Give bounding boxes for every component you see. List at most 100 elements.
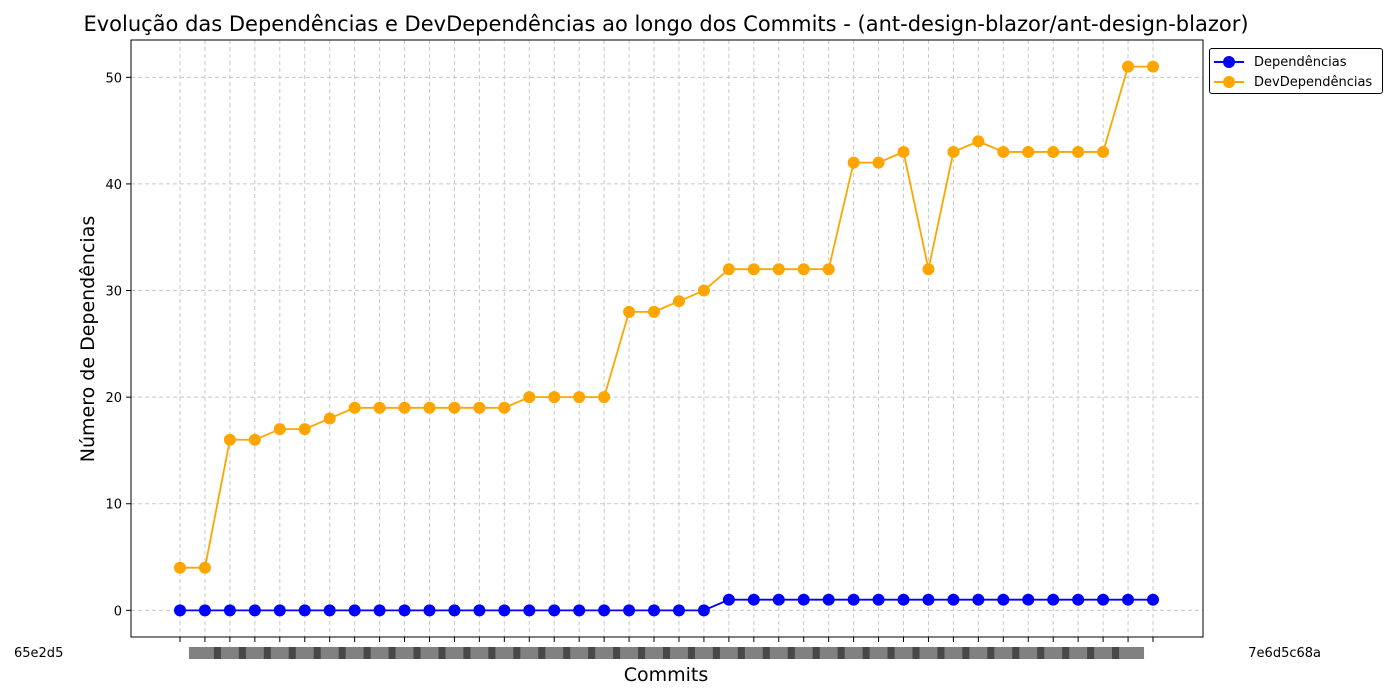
data-point-devdependencias bbox=[473, 401, 486, 414]
legend-item-dependencias: Dependências bbox=[1214, 53, 1347, 71]
data-point-devdependencias bbox=[623, 305, 636, 318]
data-point-dependencias bbox=[822, 593, 835, 606]
x-tick-label-overlap bbox=[338, 647, 371, 659]
x-tick-label-overlap bbox=[488, 647, 521, 659]
x-tick-label-overlap bbox=[613, 647, 646, 659]
data-point-dependencias bbox=[398, 604, 411, 617]
data-point-dependencias bbox=[1047, 593, 1060, 606]
data-point-dependencias bbox=[573, 604, 586, 617]
data-point-dependencias bbox=[473, 604, 486, 617]
data-point-dependencias bbox=[248, 604, 261, 617]
data-point-dependencias bbox=[997, 593, 1010, 606]
y-tick-label: 50 bbox=[105, 71, 122, 86]
data-point-devdependencias bbox=[1097, 145, 1110, 158]
data-point-dependencias bbox=[722, 593, 735, 606]
y-tick-label: 40 bbox=[105, 178, 122, 193]
x-tick-label-overlap bbox=[862, 647, 895, 659]
data-point-devdependencias bbox=[448, 401, 461, 414]
data-point-devdependencias bbox=[398, 401, 411, 414]
x-tick-label-overlap bbox=[538, 647, 571, 659]
data-point-devdependencias bbox=[598, 391, 611, 404]
x-tick-label-overlap bbox=[1062, 647, 1095, 659]
data-point-devdependencias bbox=[772, 263, 785, 276]
data-point-devdependencias bbox=[348, 401, 361, 414]
data-point-dependencias bbox=[1122, 593, 1135, 606]
y-tick-label: 0 bbox=[114, 604, 122, 619]
x-tick-label-overlap bbox=[263, 647, 296, 659]
x-tick-label-overlap bbox=[712, 647, 745, 659]
data-point-devdependencias bbox=[972, 135, 985, 148]
data-point-dependencias bbox=[1147, 593, 1159, 606]
x-tick-label-overlap bbox=[887, 647, 920, 659]
x-tick-label-overlap bbox=[1037, 647, 1070, 659]
data-point-dependencias bbox=[772, 593, 785, 606]
data-point-devdependencias bbox=[1072, 145, 1085, 158]
data-point-devdependencias bbox=[573, 391, 586, 404]
data-point-devdependencias bbox=[1022, 145, 1035, 158]
legend-marker-orange bbox=[1214, 73, 1244, 91]
legend-item-devdependencias: DevDependências bbox=[1214, 73, 1372, 91]
x-tick-label-overlap bbox=[563, 647, 596, 659]
chart-legend: Dependências DevDependências bbox=[1209, 48, 1383, 94]
data-point-dependencias bbox=[498, 604, 511, 617]
data-point-devdependencias bbox=[1122, 60, 1135, 73]
x-tick-label: 7e6d5c68a bbox=[1248, 646, 1321, 661]
x-tick-label-overlap bbox=[313, 647, 346, 659]
x-tick-label-overlap bbox=[662, 647, 695, 659]
data-point-devdependencias bbox=[423, 401, 436, 414]
data-point-dependencias bbox=[548, 604, 561, 617]
data-point-devdependencias bbox=[672, 295, 685, 308]
x-tick-label-overlap bbox=[812, 647, 845, 659]
data-point-dependencias bbox=[223, 604, 236, 617]
data-point-devdependencias bbox=[273, 423, 286, 436]
data-point-devdependencias bbox=[648, 305, 661, 318]
data-point-dependencias bbox=[373, 604, 386, 617]
x-tick-label-overlap bbox=[787, 647, 820, 659]
series-line-devdependencias bbox=[180, 65, 1153, 569]
data-point-devdependencias bbox=[198, 561, 211, 574]
data-point-devdependencias bbox=[323, 412, 336, 425]
data-point-dependencias bbox=[523, 604, 536, 617]
data-point-devdependencias bbox=[922, 263, 935, 276]
x-tick-label-overlap bbox=[513, 647, 546, 659]
data-point-dependencias bbox=[897, 593, 910, 606]
data-point-dependencias bbox=[672, 604, 685, 617]
data-point-devdependencias bbox=[947, 145, 960, 158]
legend-marker-blue bbox=[1214, 53, 1244, 71]
data-point-dependencias bbox=[1072, 593, 1085, 606]
chart-title: Evolução das Dependências e DevDependênc… bbox=[83, 12, 1249, 36]
x-tick-label: 65e2d5 bbox=[14, 646, 63, 661]
data-point-dependencias bbox=[198, 604, 211, 617]
x-tick-label-overlap bbox=[188, 647, 221, 659]
data-point-devdependencias bbox=[248, 433, 261, 446]
x-tick-label-overlap bbox=[837, 647, 870, 659]
x-tick-label-overlap bbox=[363, 647, 396, 659]
x-tick-label-overlap bbox=[413, 647, 446, 659]
x-tick-label-overlap bbox=[388, 647, 421, 659]
x-tick-label-overlap bbox=[737, 647, 770, 659]
y-tick-label: 20 bbox=[105, 391, 122, 406]
x-tick-label-overlap bbox=[438, 647, 471, 659]
y-tick-label: 30 bbox=[105, 285, 122, 300]
x-tick-label-overlap bbox=[937, 647, 970, 659]
data-point-devdependencias bbox=[697, 284, 710, 297]
data-point-dependencias bbox=[348, 604, 361, 617]
data-point-devdependencias bbox=[1047, 145, 1060, 158]
data-point-devdependencias bbox=[498, 401, 511, 414]
y-axis-label: Número de Dependências bbox=[77, 216, 99, 462]
data-point-dependencias bbox=[847, 593, 860, 606]
data-point-dependencias bbox=[273, 604, 286, 617]
x-tick-label-overlap bbox=[213, 647, 246, 659]
data-point-devdependencias bbox=[298, 423, 311, 436]
data-point-dependencias bbox=[797, 593, 810, 606]
data-point-devdependencias bbox=[548, 391, 561, 404]
legend-label: DevDependências bbox=[1254, 74, 1373, 90]
data-point-devdependencias bbox=[897, 145, 910, 158]
data-point-devdependencias bbox=[373, 401, 386, 414]
data-point-dependencias bbox=[747, 593, 760, 606]
data-point-dependencias bbox=[972, 593, 985, 606]
x-tick-label-overlap bbox=[962, 647, 995, 659]
data-point-dependencias bbox=[623, 604, 636, 617]
data-point-dependencias bbox=[423, 604, 436, 617]
x-tick-label-overlap bbox=[588, 647, 621, 659]
